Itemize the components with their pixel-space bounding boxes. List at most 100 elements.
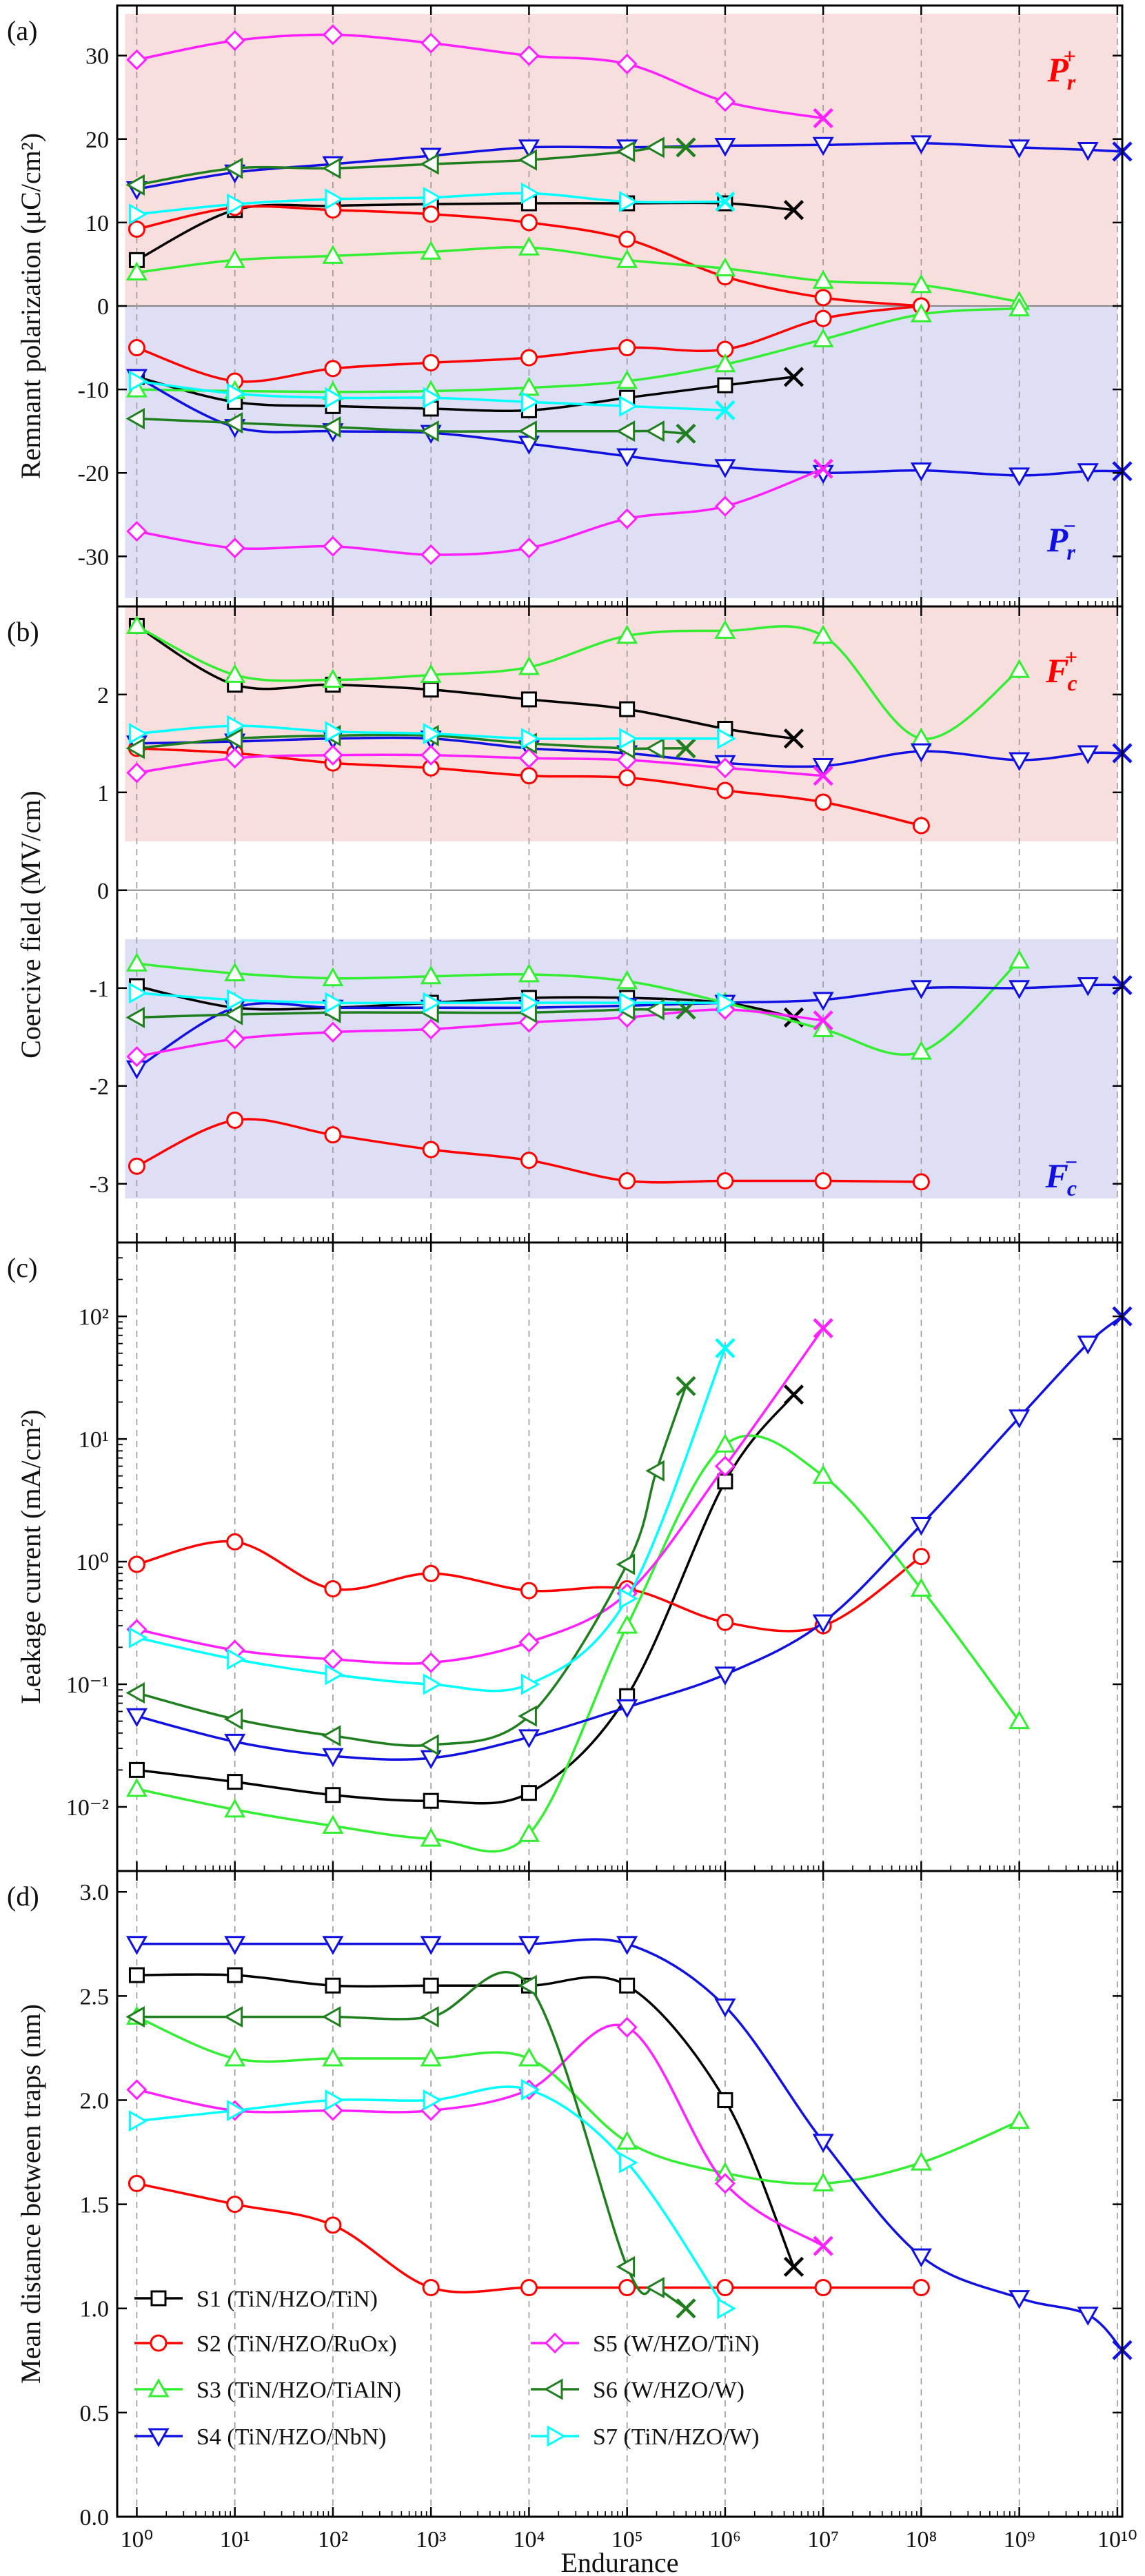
y-axis-label: Leakage current (mA/cm²) [15,1409,46,1704]
breakdown-marker [676,137,696,158]
data-point [812,328,834,347]
data-point [518,1823,540,1842]
data-point [912,817,930,835]
data-point [520,1673,540,1695]
data-point [714,353,736,373]
data-point [420,544,442,566]
shaded-region-positive [125,606,1117,841]
data-point [227,1648,246,1670]
series-line [136,307,1020,393]
data-point [224,664,246,683]
data-point [420,1936,442,1955]
data-point [618,769,636,786]
data-point [224,1798,246,1818]
data-point [224,1936,246,1955]
y-axis-label: Mean distance between traps (nm) [15,2004,46,2384]
data-point [423,682,439,698]
data-point [125,174,145,196]
data-point [616,1615,638,1634]
data-point [1009,980,1031,999]
data-point [520,1582,538,1599]
data-point [814,309,832,327]
data-point [321,416,341,438]
data-point [714,1998,736,2018]
data-point [224,1733,246,1753]
data-point [325,992,344,1014]
panel-label: (b) [7,616,39,647]
data-point [714,257,736,276]
data-point [128,982,148,1004]
data-point [420,153,439,175]
x-tick-label: 10³ [416,2527,446,2553]
data-point [1009,2109,1031,2129]
data-point [518,149,537,171]
panel-label: (d) [7,1881,39,1912]
data-point [420,2006,439,2028]
y-tick-label: 10⁰ [76,1550,109,1575]
series-s7 [128,2078,736,2320]
legend: S1 (TiN/HZO/TiN) S2 (TiN/HZO/RuOx) S3 (TiN… [134,2287,760,2450]
data-point [618,1172,636,1190]
y-axis-label: Remnant polarization (μC/cm²) [15,133,46,479]
data-point [128,1967,145,1983]
data-point [717,728,736,750]
legend-swatch-marker [150,2334,168,2352]
data-point [518,1631,540,1653]
data-point [226,1112,244,1129]
y-tick-label: 0 [97,294,109,320]
data-point [125,1936,148,1955]
x-tick-label: 10⁸ [905,2527,937,2553]
data-point [128,1157,145,1175]
data-point [616,369,638,389]
data-point [128,1761,145,1778]
data-point [714,1666,736,1686]
series-line [136,1434,1021,1853]
data-point [125,615,148,634]
data-point [325,188,344,210]
data-point [518,139,540,159]
data-point [423,186,443,209]
legend-entry-s3: S3 (TiN/HZO/TiAlN) [134,2378,401,2403]
data-point [518,420,537,442]
data-point [619,728,638,750]
y-tick-label: -30 [78,544,109,570]
panel-label: (a) [7,15,37,46]
series-s3 [125,615,1031,747]
legend-swatch-marker [150,2290,167,2307]
data-point [616,448,638,468]
legend-label: S5 (W/HZO/TiN) [593,2331,760,2357]
data-point [520,767,538,785]
data-point [520,214,538,232]
x-tick-label: 10⁵ [611,2527,643,2553]
data-point [324,1126,342,1144]
series-line [136,983,1123,1070]
data-point [325,1787,341,1803]
x-tick-label: 10⁴ [513,2527,545,2553]
data-point [717,1473,733,1490]
series-s4 [125,1306,1133,1770]
data-point [619,701,636,717]
data-point [812,2172,834,2191]
data-point [322,245,344,264]
series-s6 [125,407,696,444]
data-point [616,970,638,990]
data-point [321,157,341,179]
x-tick-label: 10⁷ [807,2527,839,2553]
data-point [126,520,148,542]
data-point [1009,1710,1031,1730]
breakdown-marker [783,728,804,749]
data-point [420,664,442,683]
data-point [420,32,442,54]
y-tick-label: -10 [78,378,109,403]
data-point [420,744,442,766]
data-point [1009,752,1031,771]
data-point [128,2110,148,2132]
data-point [125,2006,145,2028]
data-point [714,620,736,639]
data-point [126,49,148,70]
data-point [128,370,148,392]
data-point [325,1664,344,1686]
data-point [322,1815,344,1834]
data-point [645,420,665,442]
